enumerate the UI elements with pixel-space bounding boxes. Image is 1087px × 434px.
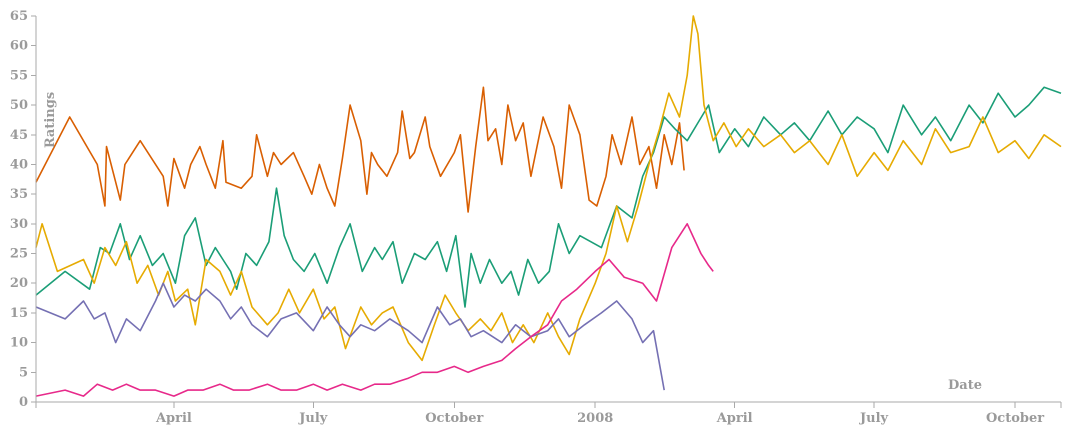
x-tick-label: July [298, 411, 328, 426]
x-tick-label: October [986, 411, 1044, 426]
y-axis-label: Ratings [43, 92, 58, 148]
y-tick-label: 45 [10, 128, 28, 143]
y-axis: 0 5 10 15 20 25 30 35 40 45 50 55 60 65 [10, 9, 37, 410]
y-tick-label: 35 [10, 187, 28, 202]
y-tick-label: 15 [10, 306, 28, 321]
y-tick-label: 55 [10, 68, 28, 83]
y-tick-label: 65 [10, 9, 28, 24]
series-line-2 [35, 86, 1062, 308]
y-tick-label: 5 [19, 365, 28, 380]
y-tick-label: 30 [10, 217, 28, 232]
plot-area [35, 15, 1062, 397]
y-tick-label: 10 [10, 336, 28, 351]
y-tick-label: 20 [10, 276, 28, 291]
y-tick-label: 25 [10, 247, 28, 262]
x-axis-label: Date [948, 378, 982, 393]
series-line-3 [35, 15, 1062, 362]
series-line-5 [35, 223, 714, 397]
series-line-4 [35, 282, 665, 391]
series-line-1 [35, 86, 685, 213]
y-tick-label: 50 [10, 98, 28, 113]
y-tick-label: 40 [10, 157, 28, 172]
x-tick-label: April [716, 411, 753, 426]
x-tick-label: April [155, 411, 192, 426]
x-axis: April July October 2008 April July October [35, 401, 1062, 426]
y-tick-label: 0 [19, 395, 28, 410]
x-tick-label: 2008 [577, 411, 613, 426]
x-tick-label: October [425, 411, 483, 426]
x-tick-label: July [859, 411, 889, 426]
y-tick-label: 60 [10, 39, 28, 54]
